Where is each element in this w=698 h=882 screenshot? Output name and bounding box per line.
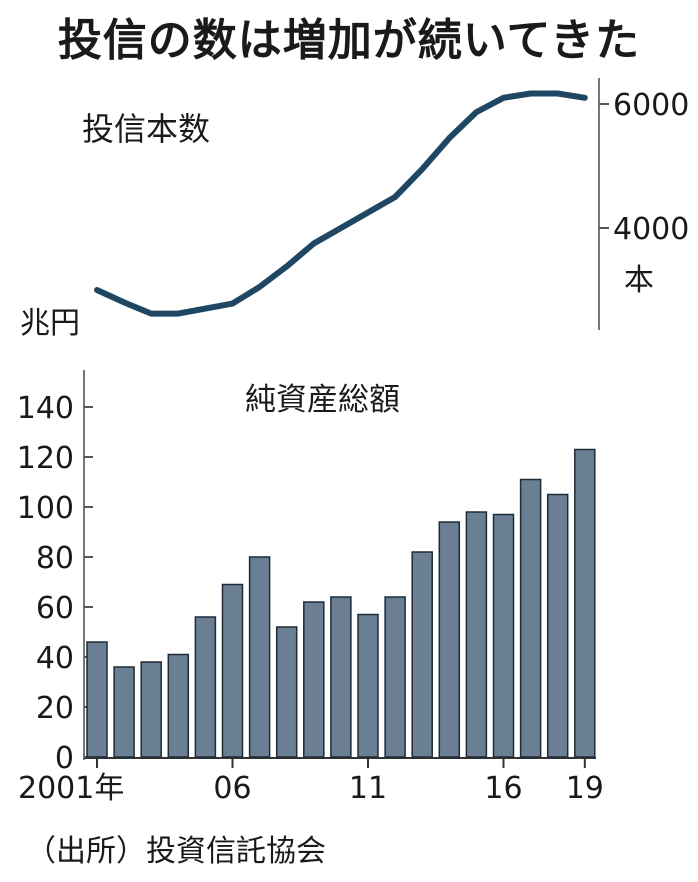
bar-2004	[167, 653, 190, 758]
bar-2006	[221, 583, 244, 758]
bar-y-tick-label: 100	[17, 491, 74, 526]
bar-y-tick-label: 20	[36, 691, 74, 726]
bar-y-tick-label: 40	[36, 641, 74, 676]
bar-chart-panel: 兆円 純資産総額 0 20 40 60 80 100 120 140 2001年 06 11 16 1…	[17, 306, 604, 806]
bar-2013	[411, 551, 433, 758]
bar-y-tick-label: 60	[36, 591, 74, 626]
line-chart-panel: 投信本数 4000 6000 本	[82, 78, 689, 330]
line-y-tick-label: 6000	[613, 88, 689, 123]
bar-2012	[384, 596, 406, 758]
chart-title: 投信の数は増加が続いてきた	[57, 15, 641, 66]
bar-series	[86, 448, 596, 758]
bar-x-tick-label: 11	[349, 771, 387, 806]
bar-x-tick-label: 16	[484, 771, 522, 806]
bar-y-ticks: 0 20 40 60 80 100 120 140	[17, 391, 93, 776]
bar-2019	[574, 448, 596, 758]
line-unit-label: 本	[624, 263, 654, 298]
bar-y-tick-label: 0	[55, 741, 74, 776]
line-data-points	[96, 93, 585, 314]
line-y-ticks: 4000 6000	[599, 88, 689, 247]
bar-x-tick-label: 19	[566, 771, 604, 806]
source-note: （出所）投資信託協会	[26, 834, 326, 869]
bar-y-tick-label: 80	[36, 541, 74, 576]
bar-2009	[303, 601, 325, 758]
bar-y-tick-label: 140	[17, 391, 74, 426]
bar-2001	[86, 641, 108, 758]
line-y-tick-label: 4000	[613, 212, 689, 247]
bar-x-tick-label: 2001年	[18, 771, 124, 806]
bar-2017	[519, 478, 542, 758]
bar-2016	[492, 513, 515, 758]
bar-2005	[194, 616, 217, 758]
bar-2014	[438, 521, 461, 758]
line-chart-title: 投信本数	[82, 110, 210, 148]
bar-chart-title: 純資産総額	[245, 382, 400, 418]
bar-2007	[248, 556, 271, 758]
bar-x-ticks: 2001年 06 11 16 19	[18, 758, 604, 806]
bar-2010	[330, 596, 352, 758]
bar-2003	[140, 661, 162, 758]
bar-2015	[465, 511, 488, 758]
bar-unit-label: 兆円	[20, 306, 80, 341]
bar-2011	[357, 613, 379, 758]
bar-y-tick-label: 120	[17, 441, 74, 476]
bar-2008	[275, 626, 298, 758]
bar-2018	[546, 493, 569, 758]
bar-2002	[113, 666, 135, 758]
bar-x-tick-label: 06	[213, 771, 251, 806]
